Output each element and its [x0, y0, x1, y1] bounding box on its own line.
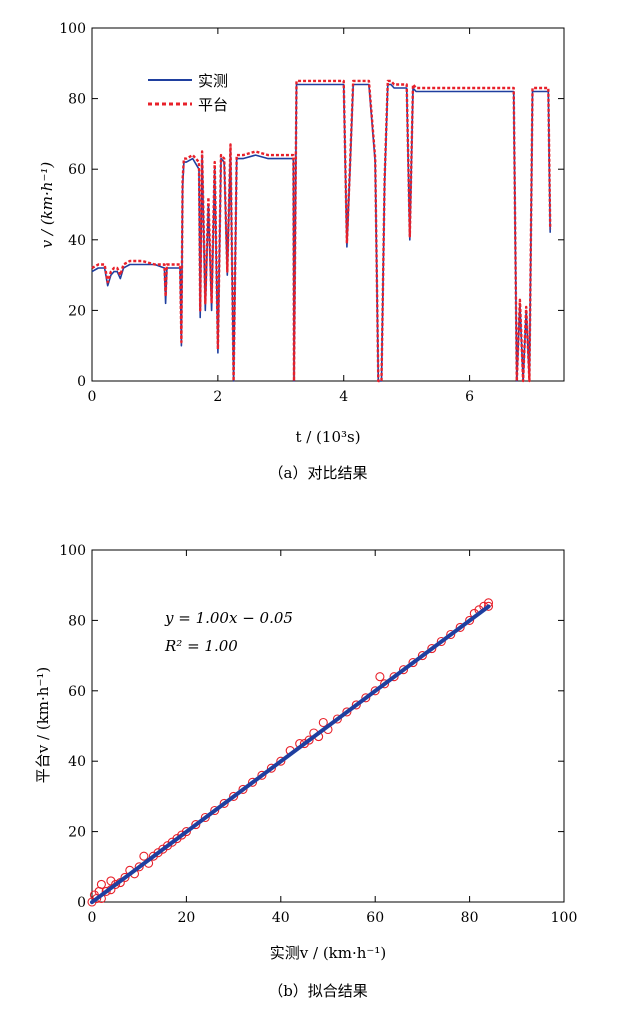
fit-equation: y = 1.00x − 0.05 [164, 609, 293, 627]
scatter-point [361, 693, 371, 703]
x-tick-label: 2 [213, 389, 222, 405]
y-tick-label: 80 [68, 92, 86, 108]
y-tick-label: 80 [68, 613, 86, 629]
y-tick-label: 100 [59, 543, 86, 559]
y-tick-label: 0 [77, 374, 86, 390]
series-line-platform [91, 79, 552, 383]
scatter-point [398, 665, 409, 675]
axes-frame-b [91, 549, 565, 903]
y-tick-label: 60 [68, 162, 86, 178]
scatter-point [389, 672, 399, 682]
axes-frame-a [91, 27, 565, 382]
caption-b: （b）拟合结果 [268, 982, 368, 1000]
y-axis-label-b: 平台v / (km·h⁻¹) [34, 667, 52, 783]
scatter-point [238, 784, 248, 794]
x-tick-label: 6 [465, 389, 474, 405]
x-tick-group-a: 0 2 4 6 [88, 28, 474, 405]
x-tick-group-b: 0 20 40 60 80 100 [88, 550, 578, 926]
y-tick-label: 40 [68, 233, 86, 249]
y-tick-label: 60 [68, 684, 86, 700]
y-tick-group-b: 0 20 40 60 80 100 [59, 543, 564, 911]
series-group-a [91, 79, 552, 383]
legend-a: 实测 平台 [148, 72, 228, 114]
fit-line [90, 604, 491, 905]
scatter-point [120, 872, 130, 882]
plot-area-a: 0 20 40 60 80 100 0 2 4 6 [59, 21, 565, 405]
scatter-point [380, 679, 390, 689]
scatter-point [436, 636, 446, 647]
caption-a: （a）对比结果 [269, 464, 368, 482]
x-tick-label: 100 [551, 910, 578, 926]
scatter-point [266, 763, 276, 773]
x-tick-label: 40 [272, 910, 290, 926]
fit-line-group [90, 604, 491, 905]
scatter-point [101, 886, 111, 896]
scatter-point [375, 672, 385, 682]
x-tick-label: 80 [461, 910, 479, 926]
scatter-point [96, 879, 106, 889]
scatter-point [247, 777, 258, 787]
y-tick-label: 40 [68, 754, 86, 770]
scatter-point [257, 770, 267, 780]
x-axis-label-a: t / (10³s) [295, 428, 360, 446]
plot-area-b: 0 20 40 60 80 100 0 20 40 60 80 100 [59, 543, 577, 926]
scatter-point [351, 700, 361, 710]
x-axis-label-b: 实测v / (km·h⁻¹) [270, 944, 386, 962]
series-line-measured [91, 83, 551, 382]
legend-label-platform: 平台 [198, 96, 228, 114]
y-tick-label: 100 [59, 21, 86, 37]
scatter-point [276, 756, 286, 766]
scatter-fit-chart: 0 20 40 60 80 100 0 20 40 60 80 100 y = 1.00x − 0.… [34, 543, 577, 1000]
time-series-chart: 0 20 40 60 80 100 0 2 4 6 实测 平台 v / (km·h⁻¹) t /… [38, 21, 565, 482]
y-axis-label-a: v / (km·h⁻¹) [38, 162, 56, 249]
scatter-point [200, 812, 210, 823]
scatter-point [134, 862, 144, 872]
scatter-point [370, 686, 380, 696]
y-tick-label: 0 [77, 895, 86, 911]
y-tick-label: 20 [68, 825, 86, 841]
scatter-point [465, 615, 475, 625]
scatter-point [342, 707, 352, 717]
r-squared-label: R² = 1.00 [164, 637, 238, 655]
scatter-point [181, 827, 191, 837]
x-tick-label: 20 [177, 910, 195, 926]
scatter-point [219, 798, 229, 808]
x-tick-label: 0 [88, 910, 97, 926]
scatter-point [417, 651, 427, 661]
scatter-point [408, 658, 418, 668]
scatter-point [483, 601, 494, 611]
scatter-point [332, 714, 342, 724]
scatter-point [446, 629, 456, 640]
scatter-point [318, 717, 328, 728]
y-tick-label: 20 [68, 303, 86, 319]
scatter-point [210, 805, 220, 816]
scatter-point [191, 820, 201, 830]
scatter-point [229, 791, 239, 801]
scatter-point [111, 879, 121, 889]
legend-label-measured: 实测 [198, 72, 228, 90]
scatter-point [427, 644, 437, 654]
y-tick-group-a: 0 20 40 60 80 100 [59, 21, 564, 390]
x-tick-label: 60 [366, 910, 384, 926]
scatter-point [139, 851, 149, 861]
x-tick-label: 4 [339, 389, 348, 405]
x-tick-label: 0 [88, 389, 97, 405]
scatter-point [455, 622, 465, 632]
scatter-point [304, 735, 314, 745]
